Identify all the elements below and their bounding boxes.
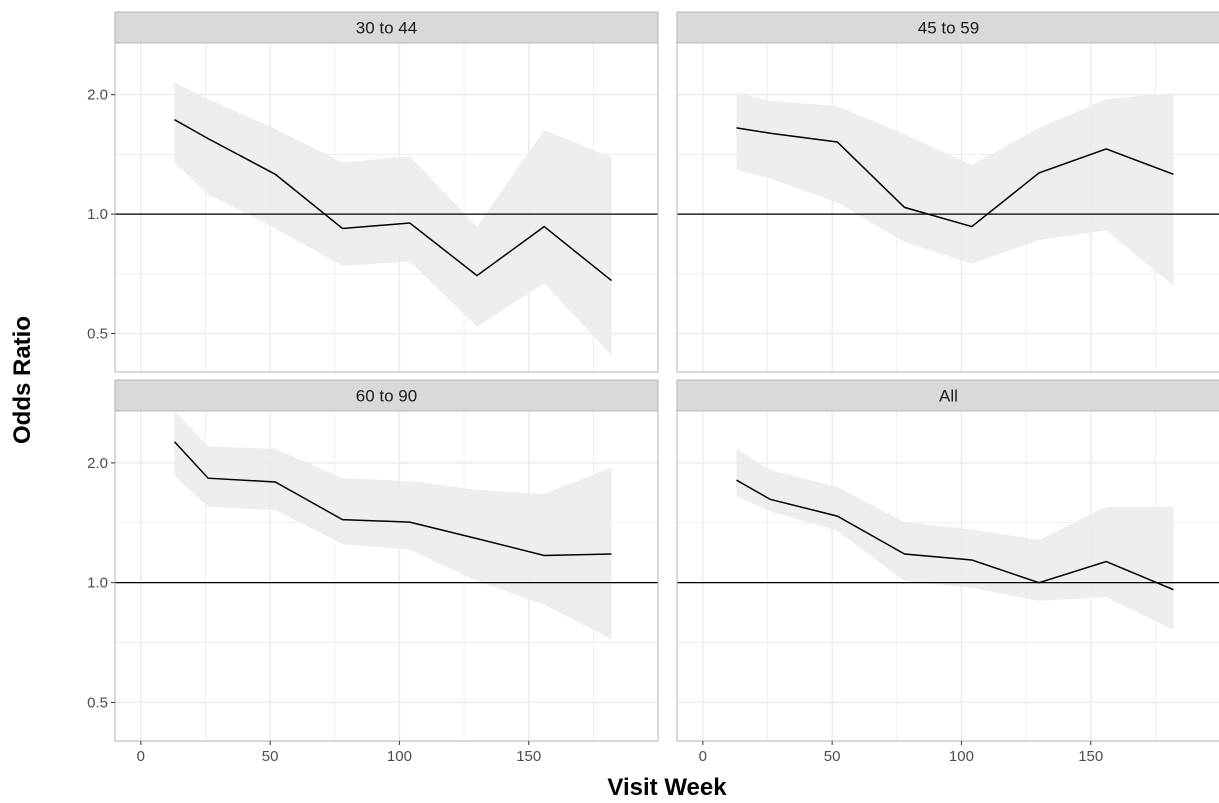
x-axis-title: Visit Week (607, 774, 727, 801)
x-tick-label: 0 (137, 748, 145, 765)
y-tick-label: 0.5 (87, 326, 108, 343)
confidence-ribbon (174, 82, 612, 356)
facet-strip-label: All (939, 387, 958, 406)
facet-strip (114, 11, 659, 44)
x-tick-label: 0 (699, 748, 707, 765)
y-tick-label: 2.0 (87, 87, 108, 104)
panel: 45 to 59 (676, 11, 1219, 373)
x-tick-label: 50 (824, 748, 841, 765)
panel: 30 to 44 0.5 1.0 2.0 (87, 11, 659, 373)
y-axis-title: Odds Ratio (9, 316, 36, 444)
confidence-ribbon (736, 93, 1174, 286)
facet-strip-label: 60 to 90 (356, 387, 417, 406)
odds-ratio-line (736, 479, 1174, 591)
facet-panels: 30 to 44 0.5 1.0 2.0 45 to 59 60 to 90 0.5 1.0 2… (87, 11, 1219, 765)
x-tick-label: 100 (949, 748, 974, 765)
y-tick-label: 1.0 (87, 575, 108, 592)
y-tick-label: 1.0 (87, 206, 108, 223)
facet-strip (676, 379, 1219, 412)
odds-ratio-line (174, 119, 612, 282)
x-tick-label: 100 (387, 748, 412, 765)
facet-strip-label: 30 to 44 (356, 19, 417, 38)
y-tick-label: 2.0 (87, 455, 108, 472)
facet-strip-label: 45 to 59 (918, 19, 979, 38)
odds-ratio-line (173, 441, 612, 557)
facet-strip (114, 379, 659, 412)
panel: 60 to 90 0.5 1.0 2.0 0 50 100 150 (87, 379, 659, 765)
x-tick-label: 150 (1078, 748, 1103, 765)
facet-strip (676, 11, 1219, 44)
odds-ratio-line (736, 127, 1174, 228)
panel: All 0 50 100 150 (676, 379, 1219, 765)
confidence-ribbon (736, 448, 1174, 631)
x-tick-label: 50 (262, 748, 279, 765)
x-tick-label: 150 (516, 748, 541, 765)
y-tick-label: 0.5 (87, 694, 108, 711)
